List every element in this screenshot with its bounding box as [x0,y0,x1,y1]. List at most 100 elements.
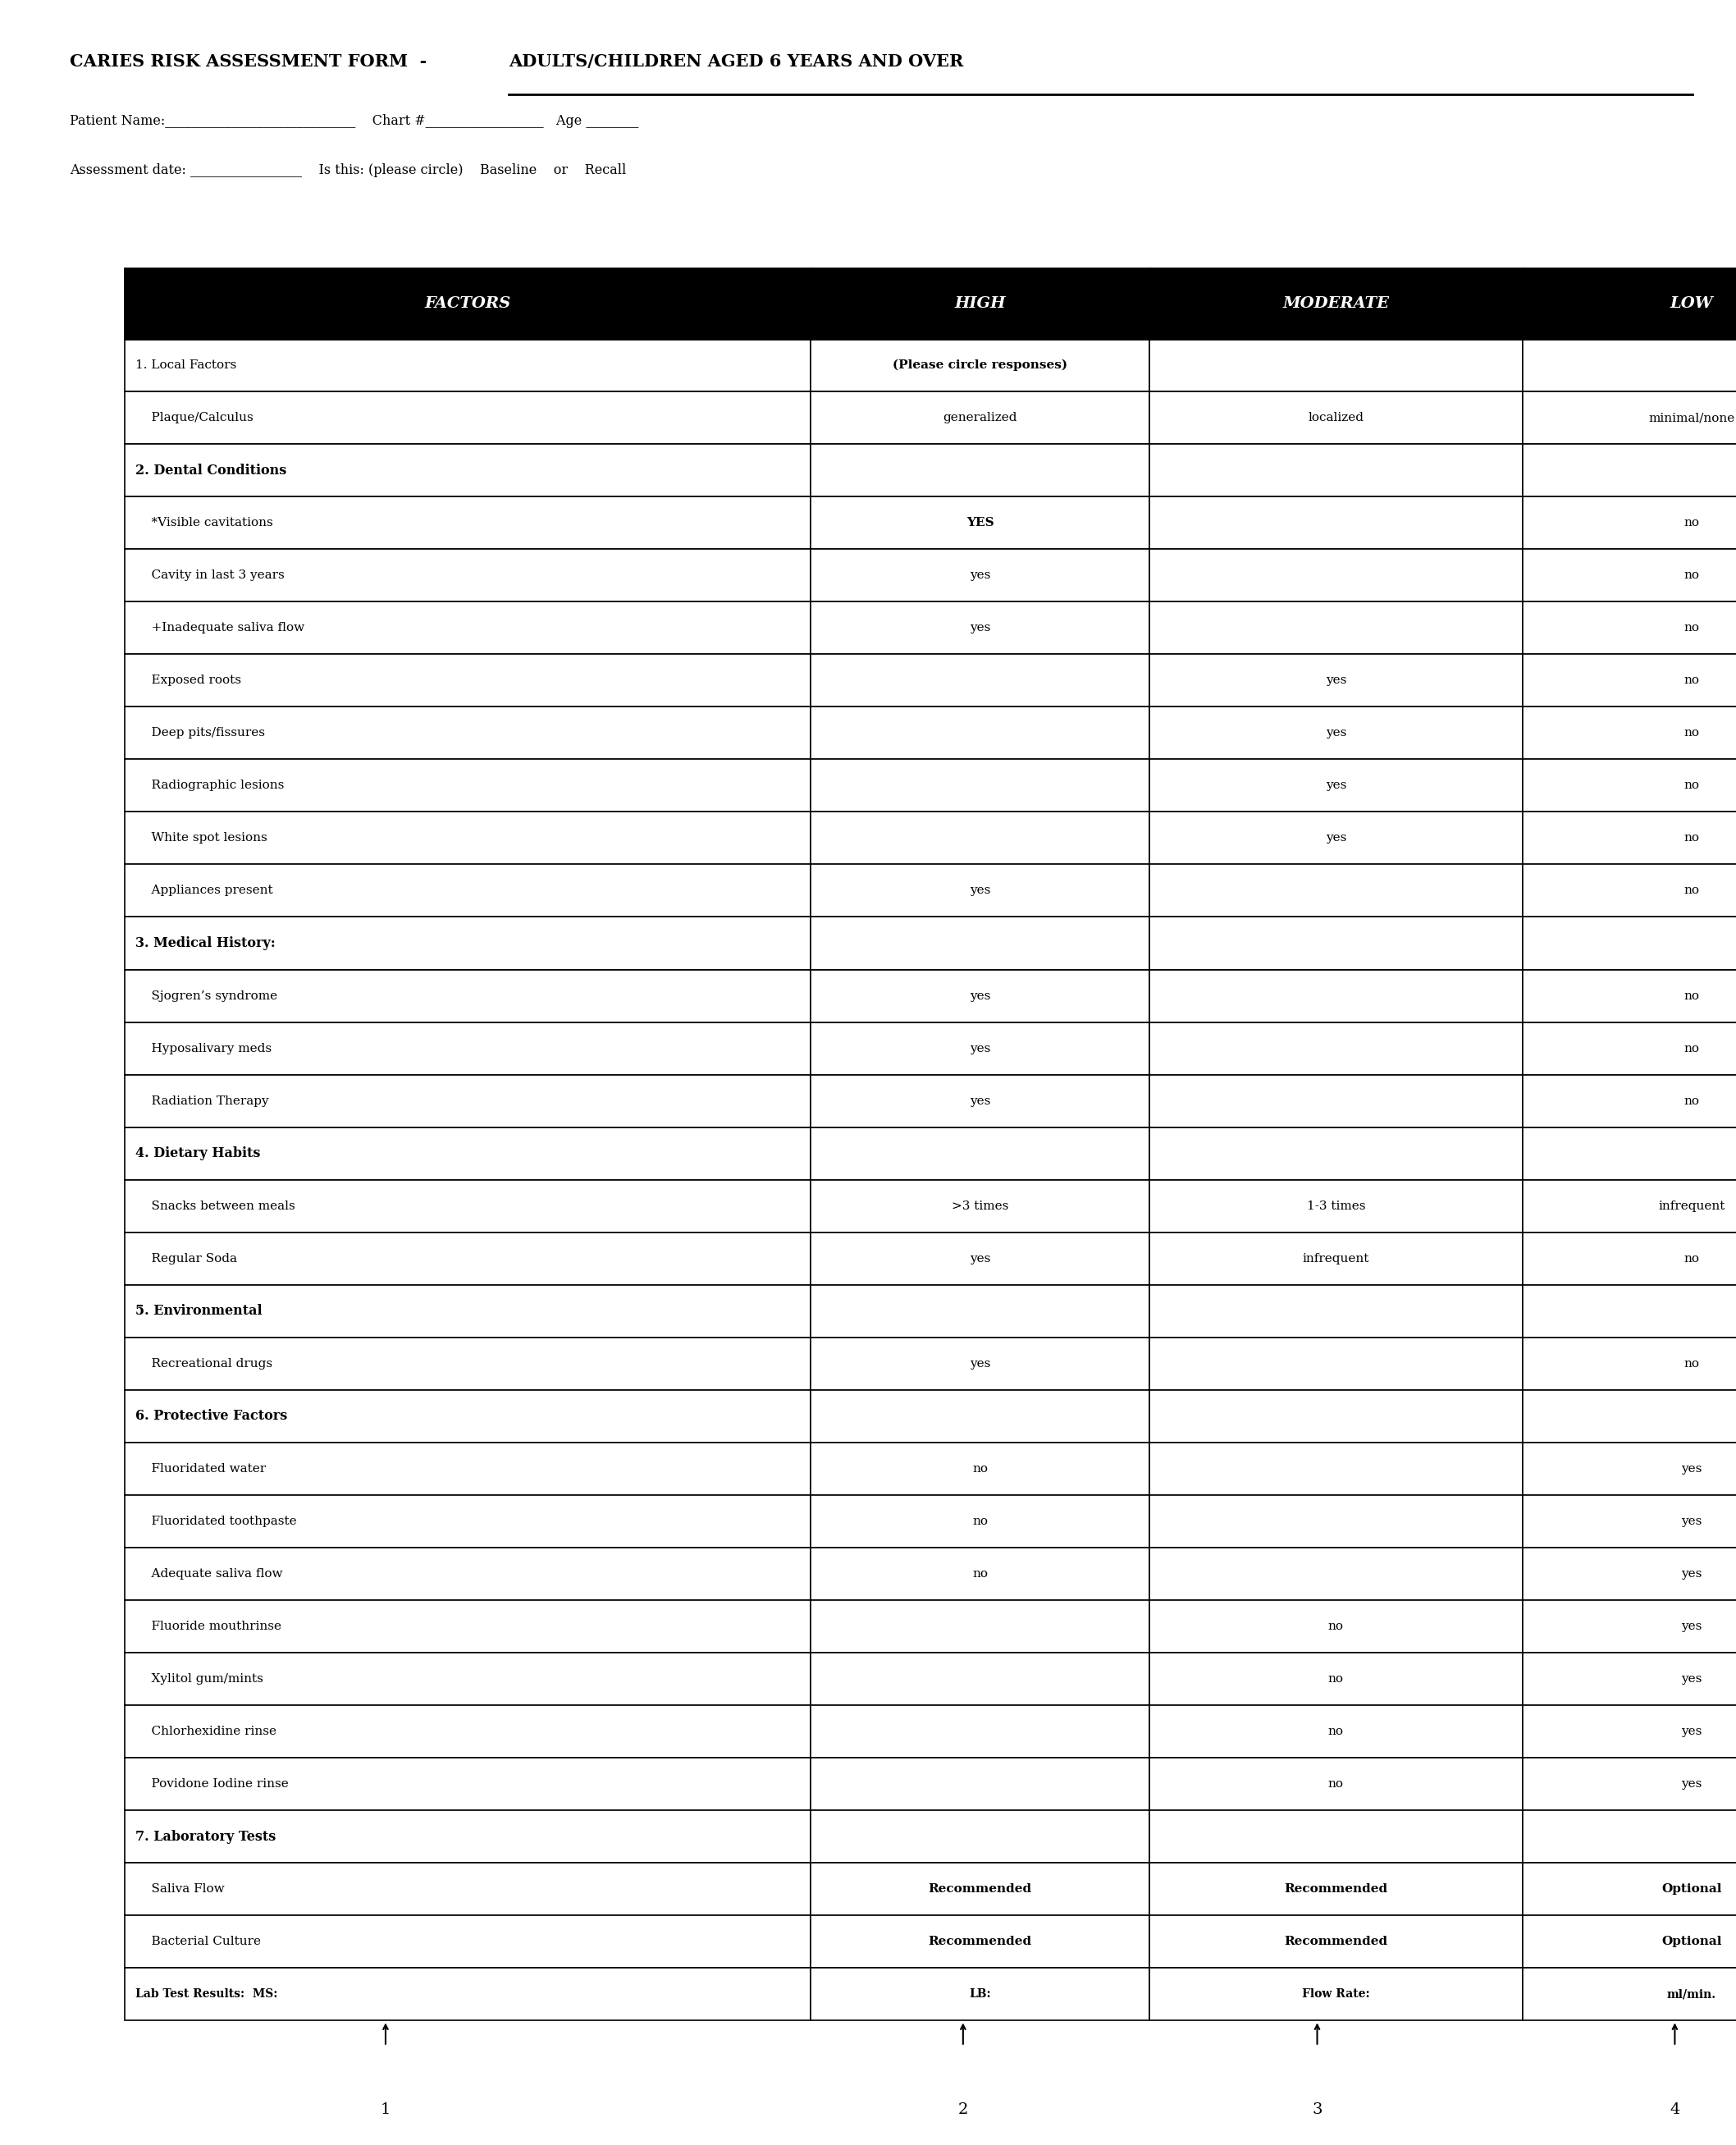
Bar [125,1759,811,1810]
Bar [125,1705,811,1759]
Text: no: no [1684,781,1700,792]
Bar [125,1285,811,1338]
Text: 4. Dietary Habits: 4. Dietary Habits [135,1145,260,1160]
Bar [125,654,811,708]
Text: no: no [1684,991,1700,1002]
Bar [811,918,1149,970]
Bar [1522,1600,1736,1654]
Bar [125,1390,811,1444]
Bar [1522,393,1736,444]
Bar [811,1338,1149,1390]
Text: yes: yes [970,886,990,897]
Text: no: no [1328,1778,1344,1789]
Text: 1. Local Factors: 1. Local Factors [135,360,236,371]
Bar [811,1390,1149,1444]
Text: no: no [1684,1358,1700,1369]
Bar [125,708,811,759]
Bar [1149,603,1522,654]
Bar [1522,1915,1736,1969]
Bar [1522,1810,1736,1862]
Bar [811,268,1149,339]
Text: HIGH: HIGH [955,296,1005,311]
Bar [1149,864,1522,918]
Text: Recommended: Recommended [929,1883,1031,1894]
Bar [1522,444,1736,498]
Bar [1149,708,1522,759]
Text: Plaque/Calculus: Plaque/Calculus [135,412,253,423]
Bar [125,918,811,970]
Bar [1522,1023,1736,1075]
Text: no: no [972,1568,988,1579]
Text: yes: yes [1682,1673,1701,1684]
Bar [1522,498,1736,549]
Text: Recreational drugs: Recreational drugs [135,1358,273,1369]
Bar [1522,864,1736,918]
Bar [125,759,811,813]
Text: no: no [1328,1622,1344,1632]
Text: 4: 4 [1670,2102,1680,2117]
Bar [811,1180,1149,1231]
Bar [811,970,1149,1023]
Text: yes: yes [1326,676,1345,686]
Bar [125,268,811,339]
Bar [1149,1231,1522,1285]
Bar [125,1495,811,1549]
Bar [1149,1023,1522,1075]
Text: Recommended: Recommended [1285,1883,1387,1894]
Text: 1-3 times: 1-3 times [1307,1201,1364,1212]
Text: Appliances present: Appliances present [135,886,273,897]
Bar [125,393,811,444]
Text: yes: yes [1326,832,1345,843]
Bar [1149,339,1522,390]
Text: 2: 2 [958,2102,969,2117]
Bar [125,970,811,1023]
Bar [1522,1075,1736,1128]
Bar [1522,1390,1736,1444]
Text: no: no [1328,1673,1344,1684]
Bar [1149,1128,1522,1180]
Bar [1149,813,1522,864]
Bar [125,444,811,498]
Text: yes: yes [1682,1622,1701,1632]
Text: no: no [1328,1727,1344,1737]
Text: LOW: LOW [1670,296,1713,311]
Bar [811,1075,1149,1128]
Text: yes: yes [1682,1568,1701,1579]
Bar [1522,549,1736,601]
Text: Lab Test Results:  MS:: Lab Test Results: MS: [135,1988,278,1999]
Text: Fluoridated toothpaste: Fluoridated toothpaste [135,1517,297,1527]
Bar [125,1231,811,1285]
Text: CARIES RISK ASSESSMENT FORM  -: CARIES RISK ASSESSMENT FORM - [69,54,432,71]
Bar [1149,1285,1522,1338]
Bar [811,1969,1149,2021]
Bar [1522,1180,1736,1231]
Bar [811,654,1149,708]
Bar [1149,1549,1522,1600]
Bar [1149,268,1522,339]
Text: Povidone Iodine rinse: Povidone Iodine rinse [135,1778,288,1789]
Text: Fluoridated water: Fluoridated water [135,1463,266,1474]
Bar [1149,1862,1522,1915]
Bar [125,1128,811,1180]
Text: Radiographic lesions: Radiographic lesions [135,781,285,792]
Bar [811,759,1149,813]
Bar [125,498,811,549]
Bar [125,1549,811,1600]
Text: yes: yes [970,1096,990,1107]
Bar [125,1915,811,1969]
Text: ml/min.: ml/min. [1667,1988,1717,1999]
Text: Exposed roots: Exposed roots [135,676,241,686]
Bar [125,1075,811,1128]
Bar [1149,1915,1522,1969]
Text: FACTORS: FACTORS [425,296,510,311]
Text: infrequent: infrequent [1658,1201,1726,1212]
Text: no: no [972,1463,988,1474]
Bar [811,444,1149,498]
Text: infrequent: infrequent [1302,1253,1370,1263]
Text: no: no [1684,676,1700,686]
Bar [1522,1654,1736,1705]
Text: Regular Soda: Regular Soda [135,1253,238,1263]
Text: 3: 3 [1312,2102,1323,2117]
Bar [811,1862,1149,1915]
Bar [811,1549,1149,1600]
